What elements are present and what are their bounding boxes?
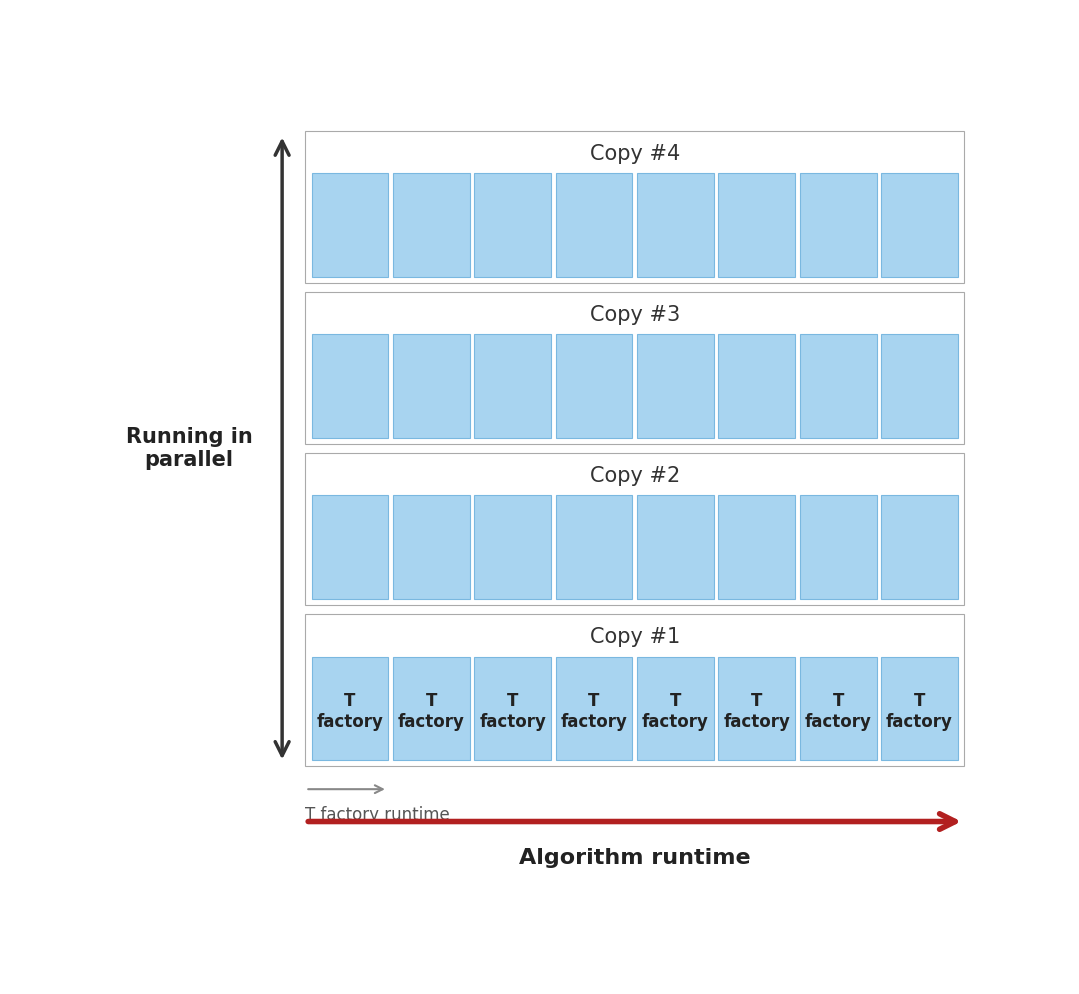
Text: T: T (670, 692, 681, 710)
Bar (475, 334, 551, 437)
Text: Copy #2: Copy #2 (589, 466, 680, 486)
Bar (637, 657, 714, 760)
Bar (800, 657, 876, 760)
Text: factory: factory (561, 713, 628, 732)
Bar (393, 173, 469, 276)
Text: Running in
parallel: Running in parallel (126, 426, 252, 470)
Bar (393, 657, 469, 760)
Bar (475, 495, 551, 598)
Text: factory: factory (316, 713, 383, 732)
Bar (637, 495, 714, 598)
Bar (556, 657, 632, 760)
Text: factory: factory (642, 713, 709, 732)
Bar (312, 173, 388, 276)
Text: T: T (344, 692, 356, 710)
Text: factory: factory (886, 713, 953, 732)
Bar (556, 334, 632, 437)
Bar (882, 334, 958, 437)
Text: T: T (588, 692, 600, 710)
Text: T: T (507, 692, 518, 710)
Text: factory: factory (723, 713, 790, 732)
Bar (312, 495, 388, 598)
Bar (556, 495, 632, 598)
Bar (719, 173, 795, 276)
Bar (393, 334, 469, 437)
Bar (882, 657, 958, 760)
Text: T factory runtime: T factory runtime (305, 806, 450, 824)
Bar (800, 495, 876, 598)
Text: T: T (425, 692, 437, 710)
Text: factory: factory (398, 713, 465, 732)
Bar (305, 453, 965, 605)
Bar (475, 173, 551, 276)
Bar (556, 173, 632, 276)
Text: Copy #3: Copy #3 (589, 305, 680, 325)
Text: T: T (833, 692, 844, 710)
Bar (637, 334, 714, 437)
Text: Algorithm runtime: Algorithm runtime (519, 849, 751, 869)
Bar (475, 657, 551, 760)
Bar (882, 173, 958, 276)
Bar (305, 131, 965, 282)
Text: factory: factory (805, 713, 872, 732)
Text: T: T (914, 692, 926, 710)
Bar (305, 292, 965, 444)
Bar (800, 334, 876, 437)
Bar (312, 657, 388, 760)
Bar (882, 495, 958, 598)
Bar (637, 173, 714, 276)
Text: Copy #1: Copy #1 (589, 627, 680, 647)
Bar (719, 334, 795, 437)
Bar (719, 495, 795, 598)
Text: Copy #4: Copy #4 (589, 144, 680, 164)
Text: T: T (751, 692, 763, 710)
Bar (800, 173, 876, 276)
Bar (393, 495, 469, 598)
Bar (305, 614, 965, 766)
Bar (719, 657, 795, 760)
Text: factory: factory (479, 713, 546, 732)
Bar (312, 334, 388, 437)
